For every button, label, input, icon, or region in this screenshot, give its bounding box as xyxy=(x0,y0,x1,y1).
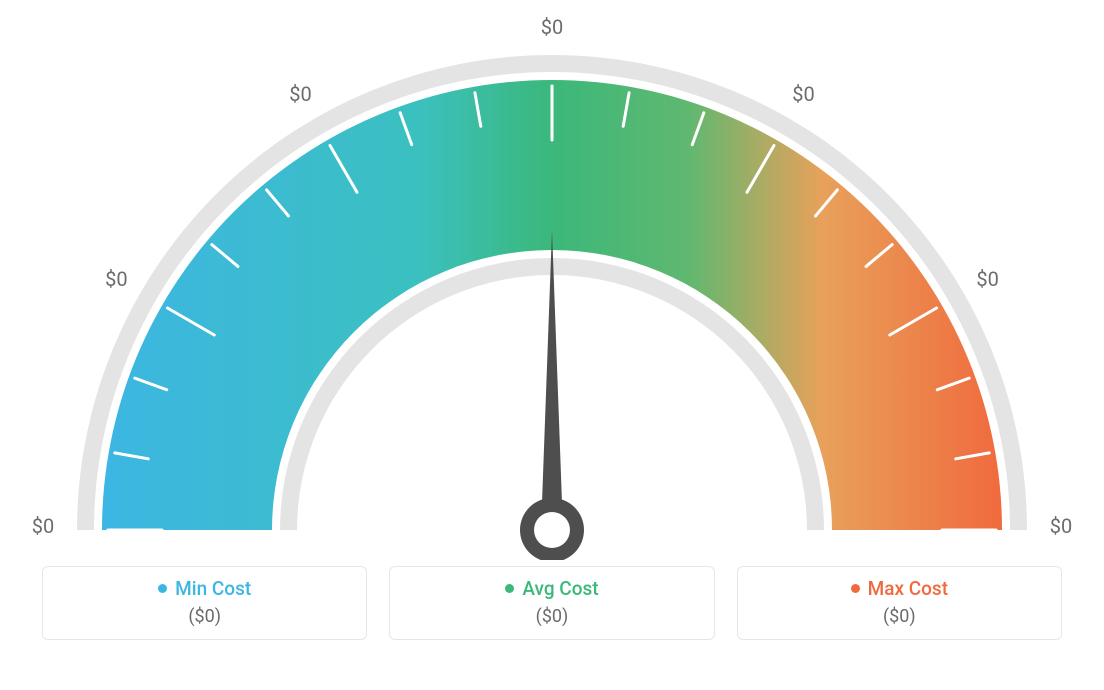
gauge-tick-label: $0 xyxy=(289,82,311,106)
legend-title: Avg Cost xyxy=(505,577,598,600)
legend-card: Avg Cost ($0) xyxy=(389,566,714,640)
legend-card: Max Cost ($0) xyxy=(737,566,1062,640)
gauge-tick-label: $0 xyxy=(792,82,814,106)
gauge-svg xyxy=(42,10,1062,560)
legend-label: Avg Cost xyxy=(522,577,598,600)
gauge-tick-label: $0 xyxy=(1050,514,1072,538)
gauge-needle xyxy=(520,230,584,560)
gauge-chart-container: $0$0$0$0$0$0$0 Min Cost($0)Avg Cost($0)M… xyxy=(0,0,1104,690)
legend-dot-icon xyxy=(851,584,860,593)
gauge-tick-label: $0 xyxy=(32,514,54,538)
legend-dot-icon xyxy=(158,584,167,593)
legend-value: ($0) xyxy=(188,606,221,627)
legend-title: Max Cost xyxy=(851,577,948,600)
gauge-tick-label: $0 xyxy=(976,267,998,291)
legend-label: Max Cost xyxy=(868,577,948,600)
legend-dot-icon xyxy=(505,584,514,593)
needle-hub-inner xyxy=(534,512,570,548)
legend-label: Min Cost xyxy=(175,577,251,600)
legend-title: Min Cost xyxy=(158,577,251,600)
legend-row: Min Cost ($0) Avg Cost ($0) Max Cost ($0) xyxy=(42,566,1062,640)
legend-value: ($0) xyxy=(536,606,569,627)
gauge-tick-label: $0 xyxy=(541,15,563,39)
gauge-tick-label: $0 xyxy=(105,267,127,291)
legend-value: ($0) xyxy=(883,606,916,627)
gauge-wrap: $0$0$0$0$0$0$0 xyxy=(42,10,1062,560)
legend-card: Min Cost ($0) xyxy=(42,566,367,640)
